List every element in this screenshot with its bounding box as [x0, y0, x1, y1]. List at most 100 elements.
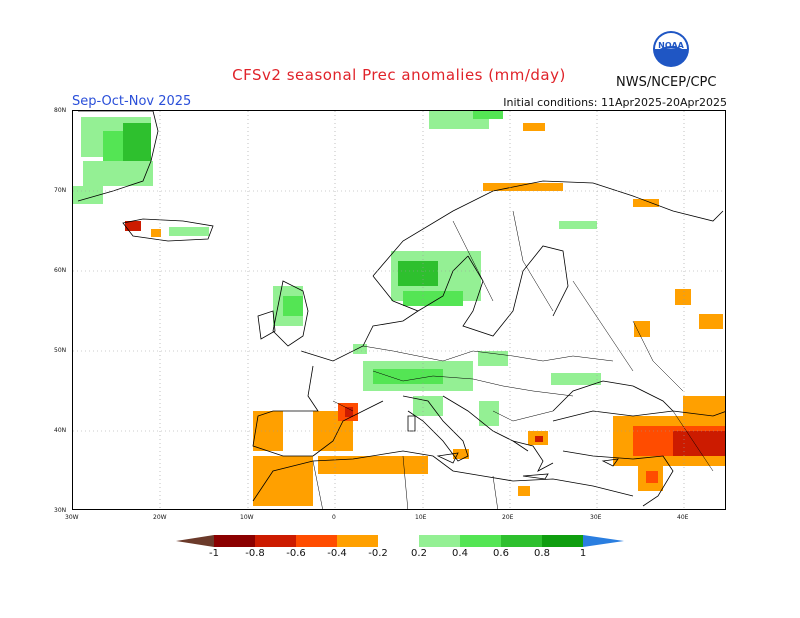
colorbar-label: 0.2 [411, 548, 427, 559]
anomaly-cell-wet [551, 373, 601, 385]
precip-anomaly-map [72, 110, 726, 510]
anomaly-cell-wet [478, 351, 508, 366]
anomaly-cell-dry [253, 456, 313, 506]
anomaly-cell-dry [318, 456, 428, 474]
anomaly-cell-wet [123, 123, 151, 163]
border-line [402, 455, 409, 509]
border-line [372, 370, 574, 397]
anomaly-cell-dry [483, 183, 563, 191]
coast-ireland [257, 310, 276, 340]
agency-label: NWS/NCEP/CPC [616, 75, 717, 90]
colorbar-swatch [296, 535, 337, 547]
lon-label: 0 [332, 514, 336, 521]
anomaly-cell-dry [646, 471, 658, 483]
anomaly-cell-wet [283, 296, 303, 316]
anomaly-cell-dry [634, 321, 650, 337]
coast-iberia-east [312, 400, 384, 457]
coast-baltic [462, 245, 569, 337]
anomaly-cell-dry [535, 436, 543, 442]
coast-north-africa [252, 450, 634, 502]
colorbar-label: 0.6 [493, 548, 509, 559]
coast-turkey [552, 410, 725, 422]
coast-uk [272, 280, 309, 347]
noaa-logo-text: NOAA [658, 41, 684, 50]
colorbar-swatch [255, 535, 296, 547]
colorbar-label: -0.8 [245, 548, 265, 559]
anomaly-cells [73, 111, 725, 506]
anomaly-cell-wet [83, 161, 153, 186]
anomaly-cell-wet [559, 221, 597, 229]
anomaly-cell-dry [523, 123, 545, 131]
coast-cyprus [601, 458, 619, 467]
lat-label: 60N [54, 267, 67, 274]
lon-label: 30W [65, 514, 79, 521]
anomaly-cell-wet [479, 401, 499, 426]
anomaly-cell-wet [398, 261, 438, 286]
lat-label: 50N [54, 347, 67, 354]
initial-conditions-label: Initial conditions: 11Apr2025-20Apr2025 [503, 96, 727, 109]
border-line [492, 475, 498, 509]
anomaly-cell-wet [473, 111, 503, 119]
colorbar-label: -0.2 [368, 548, 388, 559]
anomaly-cell-dry [518, 486, 530, 496]
border-line [632, 320, 684, 392]
gridlines [73, 111, 725, 509]
anomaly-cell-dry [125, 221, 141, 231]
anomaly-cell-wet [73, 186, 103, 204]
chart-title: CFSv2 seasonal Prec anomalies (mm/day) [232, 66, 566, 84]
lon-label: 20E [502, 514, 514, 521]
colorbar-arrow-high [583, 535, 624, 547]
colorbar-label: 1 [579, 548, 587, 559]
border-line [572, 280, 634, 372]
colorbar-label: -1 [209, 548, 219, 559]
colorbar-label: 0.8 [534, 548, 550, 559]
coast-france [300, 310, 419, 362]
colorbar-swatch [542, 535, 583, 547]
coast-italy [402, 395, 469, 462]
borders [312, 210, 714, 509]
lat-label: 70N [54, 187, 67, 194]
coast-crete [522, 473, 549, 480]
lon-label: 10W [240, 514, 254, 521]
coast-biscay [252, 365, 319, 457]
colorbar-swatch [337, 535, 378, 547]
coast-scandinavia [372, 180, 724, 277]
anomaly-cell-dry [673, 431, 725, 456]
lat-label: 80N [54, 107, 67, 114]
coast-greece [512, 440, 554, 472]
lon-label: 10E [415, 514, 427, 521]
colorbar-label: 0.4 [452, 548, 468, 559]
anomaly-cell-dry [683, 396, 725, 416]
anomaly-cell-wet [403, 291, 463, 306]
colorbar-label: -0.6 [286, 548, 306, 559]
anomaly-cell-dry [633, 199, 659, 207]
border-line [312, 460, 323, 509]
anomaly-cell-wet [169, 227, 209, 236]
anomaly-cell-dry [151, 229, 161, 237]
coast-norway-south [372, 255, 469, 312]
anomaly-cell-wet [373, 369, 443, 384]
lat-label: 30N [54, 507, 67, 514]
coast-turkey-south [562, 450, 674, 507]
border-line [512, 210, 554, 312]
coast-iceland [122, 218, 214, 242]
border-line [452, 220, 494, 302]
border-line [672, 410, 714, 472]
coastlines [77, 111, 725, 507]
colorbar-swatch [460, 535, 501, 547]
map-svg [73, 111, 725, 509]
colorbar-swatch [501, 535, 542, 547]
colorbar-swatch [419, 535, 460, 547]
anomaly-cell-dry [345, 407, 353, 417]
border-line [492, 410, 554, 422]
colorbar-swatch [378, 535, 419, 547]
season-label: Sep-Oct-Nov 2025 [72, 94, 192, 109]
colorbar-label: -0.4 [327, 548, 347, 559]
noaa-logo-icon: NOAA [653, 31, 689, 67]
anomaly-cell-wet [353, 344, 367, 354]
coast-black-sea [552, 380, 674, 412]
lat-label: 40N [54, 427, 67, 434]
lon-label: 40E [677, 514, 689, 521]
colorbar-arrow-low [176, 535, 214, 547]
anomaly-cell-dry [675, 289, 691, 305]
